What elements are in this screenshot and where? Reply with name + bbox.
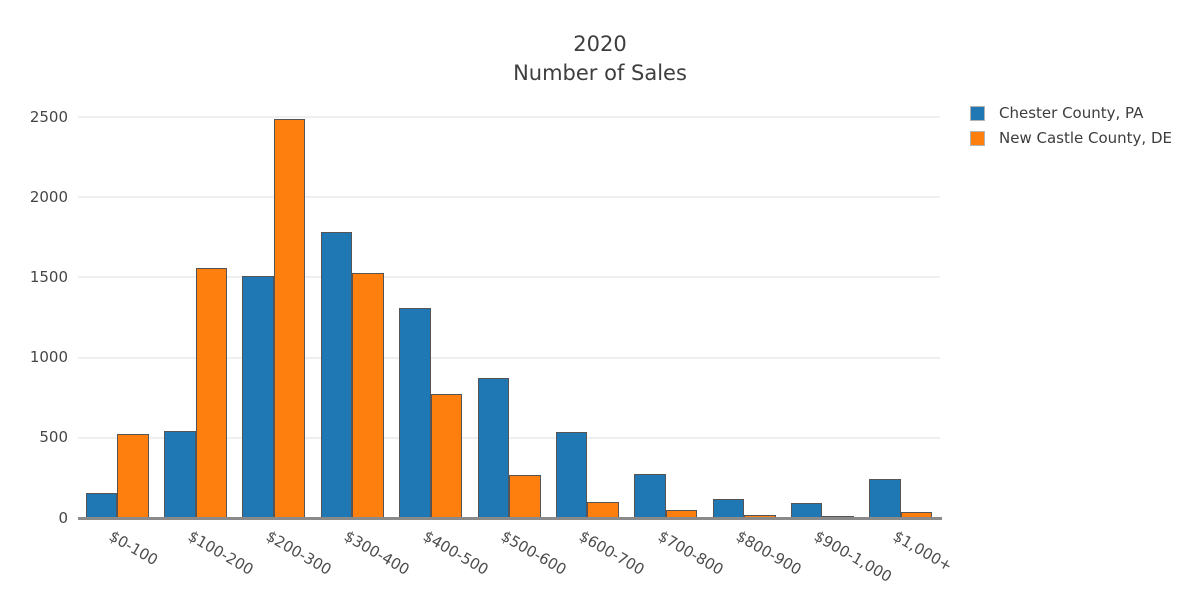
bar-new-castle-county-de-500-600: [509, 475, 541, 518]
gridline-1000: [78, 356, 940, 359]
x-axis-line: [78, 517, 942, 520]
bar-new-castle-county-de-400-500: [430, 394, 463, 518]
legend-label-chester: Chester County, PA: [999, 104, 1144, 122]
y-tick-label-500: 500: [39, 428, 68, 447]
gridline-2000: [78, 196, 940, 199]
bar-chester-county-pa-1-000: [869, 478, 901, 518]
x-tick-label-700-800: $700-800: [654, 527, 727, 579]
y-tick-label-1500: 1500: [29, 267, 68, 286]
bar-new-castle-county-de-200-300: [273, 118, 306, 518]
bar-chester-county-pa-0-100: [85, 493, 118, 518]
gridline-1500: [78, 276, 940, 279]
x-tick-label-300-400: $300-400: [341, 527, 413, 579]
bar-chester-county-pa-200-300: [242, 275, 274, 518]
y-tick-label-1000: 1000: [29, 348, 68, 367]
x-tick-label-0-100: $0-100: [106, 527, 162, 570]
legend-item-chester: Chester County, PA: [970, 106, 1172, 121]
chart-title: 2020: [573, 32, 627, 56]
x-tick-label-900-1-000: $900-1,000: [811, 527, 896, 586]
legend-swatch-chester: [970, 106, 985, 121]
x-tick-label-200-300: $200-300: [262, 527, 335, 579]
bar-chester-county-pa-100-200: [164, 430, 196, 518]
x-tick-label-600-700: $600-700: [576, 527, 648, 579]
chart-title-block: 2020 Number of Sales: [0, 30, 1200, 88]
x-tick-label-800-900: $800-900: [733, 527, 805, 579]
gridline-2500: [78, 116, 940, 118]
bar-chester-county-pa-900-1-000: [790, 502, 823, 518]
bar-chester-county-pa-700-800: [634, 473, 666, 518]
bar-chester-county-pa-400-500: [399, 307, 431, 518]
chart-subtitle: Number of Sales: [513, 61, 687, 85]
x-tick-label-400-500: $400-500: [419, 527, 492, 579]
legend-label-new-castle: New Castle County, DE: [999, 129, 1172, 147]
bar-chester-county-pa-800-900: [712, 498, 745, 518]
legend: Chester County, PA New Castle County, DE: [970, 106, 1172, 156]
x-tick-label-1-000: $1,000+: [889, 527, 956, 576]
y-tick-label-2500: 2500: [29, 107, 68, 126]
bar-chester-county-pa-600-700: [555, 432, 588, 518]
y-tick-label-0: 0: [58, 508, 68, 527]
bar-chester-county-pa-300-400: [320, 232, 353, 518]
x-tick-label-500-600: $500-600: [498, 527, 570, 579]
bar-new-castle-county-de-600-700: [587, 501, 619, 518]
bar-new-castle-county-de-300-400: [352, 273, 384, 518]
bar-new-castle-county-de-100-200: [195, 267, 228, 518]
x-tick-label-100-200: $100-200: [184, 527, 257, 579]
legend-swatch-new-castle: [970, 131, 985, 146]
plot-area: [78, 90, 940, 518]
y-tick-label-2000: 2000: [29, 187, 68, 206]
bar-new-castle-county-de-0-100: [117, 433, 149, 518]
bar-chester-county-pa-500-600: [477, 377, 509, 518]
gridline-500: [78, 436, 940, 439]
legend-item-new-castle: New Castle County, DE: [970, 131, 1172, 146]
